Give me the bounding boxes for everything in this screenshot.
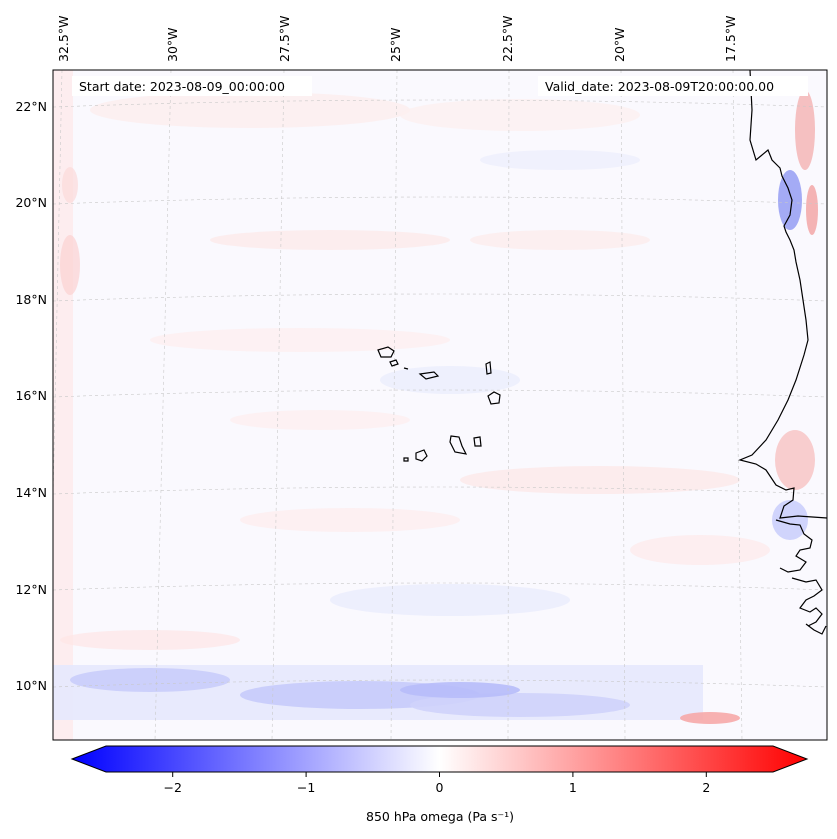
omega-field xyxy=(53,70,818,740)
lat-label: 14°N xyxy=(15,485,47,500)
colorbar-tick-label: −2 xyxy=(163,780,181,795)
cape-verde-islands xyxy=(377,346,501,462)
colorbar-tick-label: 1 xyxy=(569,780,577,795)
colorbar-tick-label: 2 xyxy=(702,780,710,795)
lon-label: 27.5°W xyxy=(277,16,292,62)
lat-label: 22°N xyxy=(15,99,47,114)
lat-label: 16°N xyxy=(15,388,47,403)
lon-label: 17.5°W xyxy=(723,16,738,62)
latitude-labels: 22°N 20°N 18°N 16°N 14°N 12°N 10°N xyxy=(15,99,47,693)
annotation-start: Start date: 2023-08-09_00:00:00 xyxy=(72,76,312,96)
lon-label: 22.5°W xyxy=(500,16,515,62)
lat-label: 18°N xyxy=(15,292,47,307)
map-frame xyxy=(52,69,828,741)
lon-label: 30°W xyxy=(165,27,180,62)
colorbar-tick-label: 0 xyxy=(436,780,444,795)
start-date-label: Start date: 2023-08-09_00:00:00 xyxy=(79,79,285,94)
colorbar-tick-label: −1 xyxy=(297,780,315,795)
lat-label: 12°N xyxy=(15,582,47,597)
lon-label: 25°W xyxy=(388,27,403,62)
lat-label: 20°N xyxy=(15,195,47,210)
colorbar-body xyxy=(70,745,809,773)
lon-label: 32.5°W xyxy=(56,16,71,62)
annotation-valid: Valid_date: 2023-08-09T20:00:00.00 xyxy=(538,76,808,96)
valid-date-label: Valid_date: 2023-08-09T20:00:00.00 xyxy=(545,79,774,94)
graticule xyxy=(53,70,827,740)
colorbar: 0 −2 −1 1 2 850 hPa omega (Pa s⁻¹) xyxy=(70,745,809,824)
map-panel xyxy=(53,70,827,740)
longitude-labels: 32.5°W 30°W 27.5°W 25°W 22.5°W 20°W 17.5… xyxy=(56,16,738,62)
colorbar-title: 850 hPa omega (Pa s⁻¹) xyxy=(366,809,514,824)
colorbar-ticks xyxy=(172,772,707,777)
lat-label: 10°N xyxy=(15,678,47,693)
map-background xyxy=(53,70,827,740)
coastline xyxy=(738,70,827,635)
lon-label: 20°W xyxy=(612,27,627,62)
